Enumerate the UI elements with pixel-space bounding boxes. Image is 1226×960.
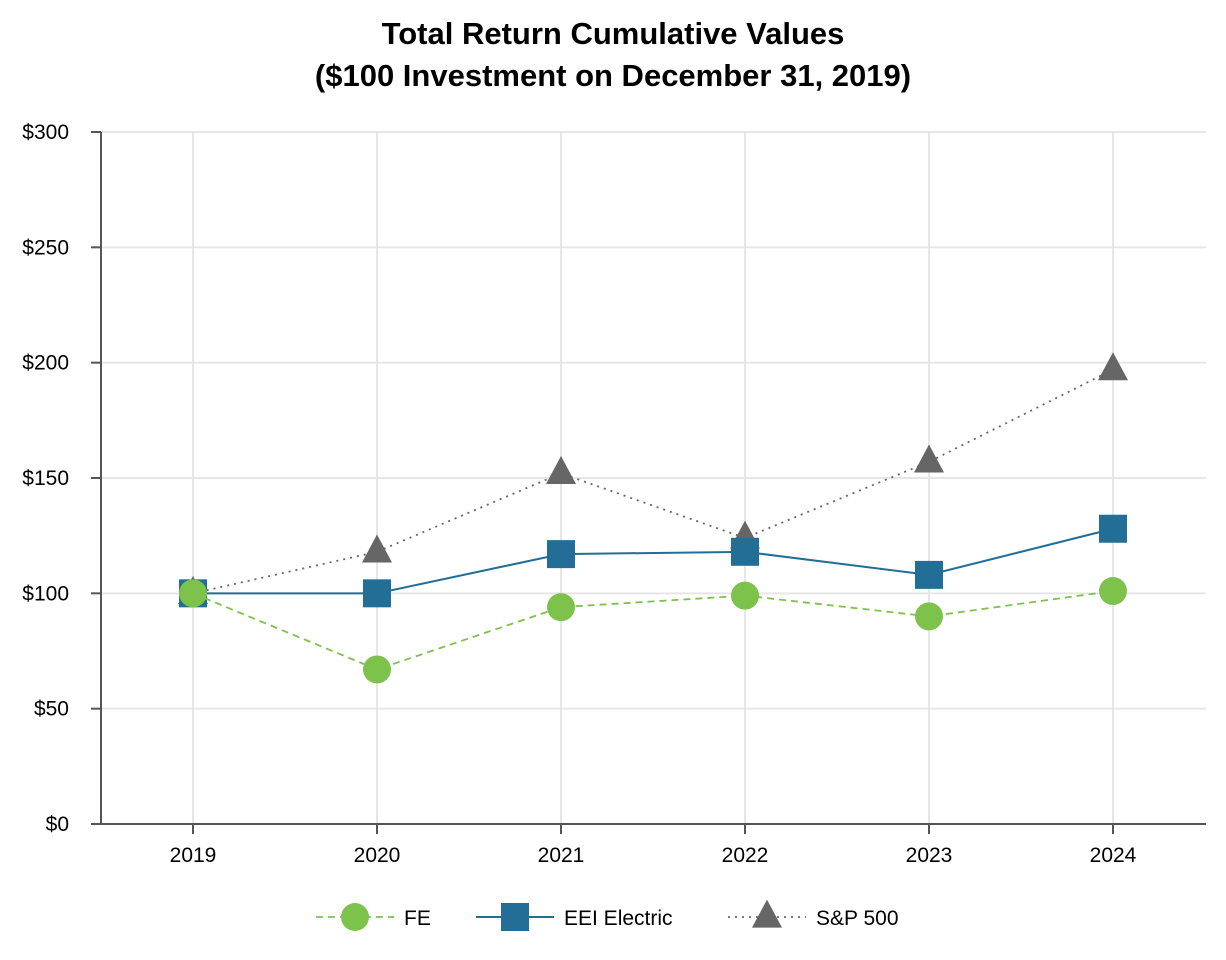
y-tick-label: $300 [22,121,69,144]
legend-label-fe: FE [404,907,431,930]
data-point-s-p-500 [914,444,944,473]
legend-item-fe: FE [316,903,431,931]
y-tick-label: $50 [34,698,69,721]
data-point-fe [731,581,759,610]
data-point-eei-electric [915,560,943,589]
x-tick-label: 2019 [170,844,217,867]
legend-marker-fe [341,903,369,931]
data-point-fe [915,602,943,631]
series-line-eei-electric [193,527,1114,595]
legend-item-s-p-500: S&P 500 [728,899,899,930]
data-point-eei-electric [363,579,391,608]
x-tick-label: 2024 [1090,844,1137,867]
x-tick-label: 2023 [906,844,953,867]
data-point-s-p-500 [362,534,392,563]
chart-subtitle: ($100 Investment on December 31, 2019) [315,58,911,93]
data-point-eei-electric [731,537,759,566]
axes: $0 $50 $100 $150 $200 $250 $300 2019 2020 2021 202… [22,121,1206,867]
data-point-fe [547,593,575,622]
y-tick-label: $200 [22,352,69,375]
series-fe [179,577,1127,684]
y-tick-label: $100 [22,582,69,605]
data-point-s-p-500 [546,456,576,485]
series-line-fe [192,590,1114,671]
data-point-s-p-500 [1098,352,1128,381]
series-group [178,352,1128,684]
x-tick-label: 2022 [722,844,769,867]
y-tick-label: $0 [46,813,69,836]
data-point-fe [179,579,207,608]
series-line-s-p-500 [192,368,1114,595]
x-tick-label: 2021 [538,844,585,867]
data-point-fe [363,655,391,684]
legend-label-s-p-500: S&P 500 [816,907,899,930]
x-tick-label: 2020 [354,844,401,867]
chart-title: Total Return Cumulative Values [382,16,845,51]
data-point-fe [1099,577,1127,606]
legend-label-eei-electric: EEI Electric [564,907,673,930]
data-point-eei-electric [1099,514,1127,543]
y-tick-label: $150 [22,467,69,490]
series-eei-electric [179,514,1127,608]
legend: FE EEI Electric S&P 500 [316,899,899,931]
legend-item-eei-electric: EEI Electric [476,903,673,931]
y-tick-label: $250 [22,236,69,259]
legend-marker-s-p-500 [752,899,782,928]
grid [101,131,1206,824]
data-point-eei-electric [547,540,575,569]
legend-marker-eei-electric [501,903,529,931]
